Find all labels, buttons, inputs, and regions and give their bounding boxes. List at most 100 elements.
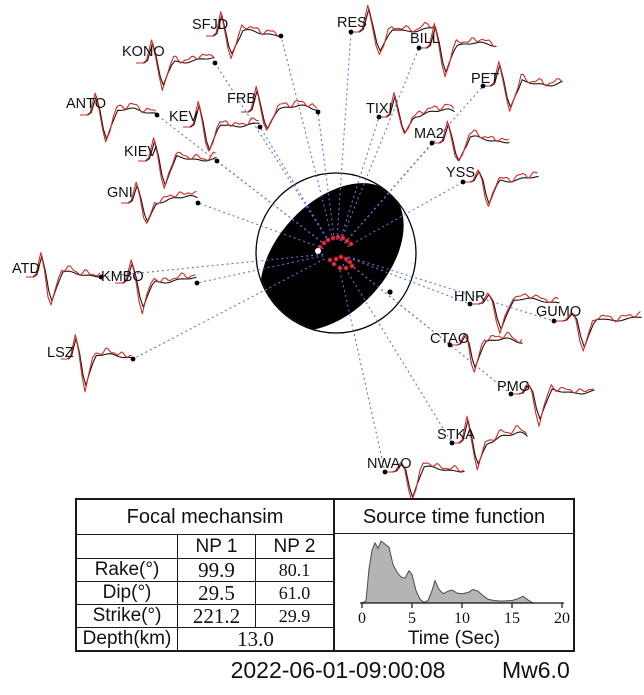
focal-red-dot (340, 235, 346, 241)
focal-red-dot (347, 259, 353, 265)
depth-value: 13.0 (177, 627, 333, 650)
focal-red-dot (327, 257, 333, 263)
trace-observed-NWAO (385, 463, 465, 498)
ray-line-FRB (317, 111, 335, 241)
trace-synthetic-MA2 (432, 120, 509, 162)
stf-plot: 0 5 10 15 20 (358, 540, 570, 627)
station-dot-STKA (449, 440, 455, 446)
focal-table-title: Focal mechansim (126, 505, 284, 528)
station-dot-BILL (416, 45, 422, 51)
summary-table: Focal mechansim NP 1 NP 2 Rake(°) 99.9 8… (75, 498, 575, 652)
trace-synthetic-SFJD (206, 11, 280, 59)
stf-area (362, 541, 562, 603)
trace-observed-CTAO (450, 335, 523, 369)
strike-label: Strike(°) (77, 604, 177, 627)
strike-np2-value: 29.9 (255, 604, 333, 627)
trace-synthetic-PET (483, 61, 562, 112)
station-dot-CTAO (447, 342, 453, 348)
trace-synthetic-FRB (241, 85, 318, 131)
stf-tick-label: 15 (504, 610, 520, 627)
stf-plot-area: 0 5 10 15 20 Time (Sec) (335, 534, 573, 650)
stf-tick-label: 10 (454, 610, 470, 627)
ray-line-KONO (214, 62, 330, 243)
focal-red-dot (335, 234, 341, 240)
station-dot-KIEV (214, 158, 220, 164)
rake-np2-value: 80.1 (255, 558, 333, 581)
trace-observed-RES (351, 8, 436, 52)
station-label-PET: PET (471, 71, 499, 87)
trace-synthetic-GUMO (554, 311, 641, 352)
focal-red-dot (330, 235, 336, 241)
focal-red-dot (325, 237, 331, 243)
stf-title: Source time function (335, 500, 573, 534)
ray-line-KEV (259, 126, 330, 243)
trace-synthetic-BILL (419, 23, 496, 78)
focal-red-dot (331, 261, 337, 267)
trace-observed-KMBO (115, 262, 197, 308)
focal-red-dot (333, 256, 339, 262)
station-dot-YSS (460, 179, 466, 185)
station-dot-MA2 (429, 140, 435, 146)
focal-red-dot (338, 254, 344, 260)
station-dot-GNI (195, 200, 201, 206)
station-label-RES: RES (337, 15, 367, 31)
event-magnitude: Mw6.0 (502, 657, 570, 683)
station-dot-ANTO (154, 112, 160, 118)
ray-line-GUMO (348, 256, 555, 322)
trace-observed-STKA (452, 419, 528, 465)
trace-observed-PET (483, 64, 563, 108)
dip-np1-value: 29.5 (177, 581, 255, 604)
trace-synthetic-NWAO (385, 461, 464, 502)
station-label-SFJD: SFJD (192, 17, 228, 33)
trace-synthetic-RES (351, 4, 435, 55)
beachball-compressional-lens (260, 183, 404, 331)
station-label-MA2: MA2 (414, 126, 444, 142)
focal-black-dot (387, 289, 393, 295)
focal-red-dot (349, 263, 355, 269)
ray-line-YSS (347, 181, 464, 248)
trace-synthetic-CTAO (450, 331, 523, 373)
ray-line-LSZ (132, 258, 325, 360)
focal-sphere-dots (315, 234, 393, 295)
ray-line-TIXI (339, 116, 380, 241)
trace-observed-SFJD (206, 14, 281, 55)
focal-red-dot (321, 240, 327, 246)
trace-observed-ATD (26, 255, 101, 302)
trace-observed-GUMO (554, 313, 642, 348)
trace-observed-KEV (183, 104, 260, 151)
source-time-function-panel: Source time function 0 5 10 15 20 Time (Sec) (335, 500, 573, 650)
trace-synthetic-KMBO (115, 259, 196, 315)
trace-synthetic-LSZ (61, 334, 132, 393)
event-datetime: 2022-06-01-09:00:08 (230, 657, 446, 683)
station-dot-RES (348, 29, 354, 35)
station-label-PMG: PMG (497, 379, 530, 395)
station-ray-lines (100, 31, 555, 473)
focal-mechanism-table: Focal mechansim NP 1 NP 2 Rake(°) 99.9 8… (77, 500, 335, 650)
focal-red-dot (344, 238, 350, 244)
focal-red-dot (343, 256, 349, 262)
station-label-CTAO: CTAO (430, 331, 469, 347)
station-dot-SFJD (278, 33, 284, 39)
focal-white-dot (315, 248, 321, 254)
np2-header: NP 2 (255, 534, 333, 558)
trace-synthetic-PMG (511, 382, 594, 427)
ray-line-GNI (197, 202, 324, 250)
strike-np1-value: 221.2 (177, 604, 255, 627)
station-dot-LSZ (130, 356, 136, 362)
station-dot-HNR (467, 301, 473, 307)
station-dot-KEV (257, 124, 263, 130)
stf-tick-label: 20 (554, 610, 570, 627)
empty-header-cell (77, 534, 177, 558)
ray-line-NWAO (338, 265, 386, 473)
rake-np1-value: 99.9 (177, 558, 255, 581)
station-dot-TIXI (376, 114, 382, 120)
ray-line-PMG (345, 260, 512, 395)
stf-time-axis-label: Time (Sec) (407, 628, 501, 649)
station-label-ANTO: ANTO (66, 96, 106, 112)
trace-observed-BILL (419, 26, 497, 73)
trace-synthetic-YSS (463, 169, 538, 207)
trace-observed-LSZ (61, 337, 133, 386)
trace-synthetic-KONO (136, 39, 214, 91)
